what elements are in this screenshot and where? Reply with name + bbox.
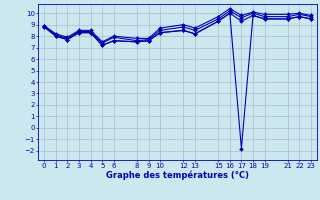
X-axis label: Graphe des températures (°C): Graphe des températures (°C) [106,171,249,180]
